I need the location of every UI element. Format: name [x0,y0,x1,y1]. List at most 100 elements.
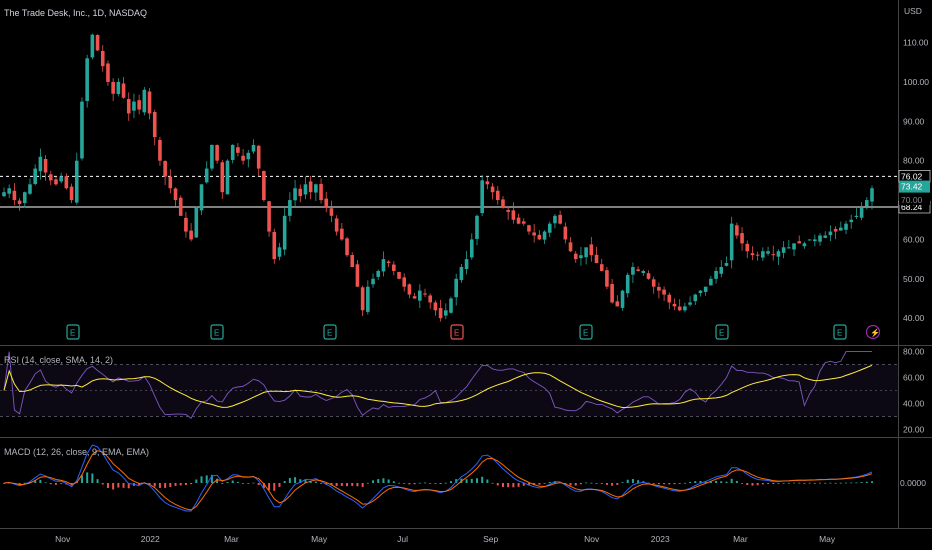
candle-body [360,287,365,311]
candle-body [698,290,703,294]
candle-body [407,284,412,295]
candle-body [54,179,58,185]
macd-histogram-bar [683,482,686,484]
macd-histogram-bar [782,482,785,484]
candle-body [106,63,110,82]
candle-body [74,160,79,203]
macd-histogram-bar [449,481,452,483]
candle-body [573,253,578,260]
macd-histogram-bar [767,483,770,484]
candle-body [402,277,407,287]
macd-histogram-bar [320,483,323,484]
rsi-indicator-label[interactable]: RSI (14, close, SMA, 14, 2) [4,355,114,365]
macd-histogram-bar [491,482,494,484]
price-tick-label-5: 60.00 [903,234,925,244]
candle-body [288,200,292,216]
macd-histogram-bar [803,482,806,484]
candle-body [521,221,526,224]
candle-body [729,223,734,261]
macd-histogram-bar [621,482,624,483]
macd-histogram-bar [424,482,427,484]
candle-body [126,99,131,114]
candle-body [802,243,807,247]
macd-histogram-bar [294,477,297,483]
candle-body [69,186,74,201]
candle-body [366,286,370,312]
candle-body [610,284,614,303]
macd-histogram-bar [28,481,31,483]
macd-histogram-bar [720,481,723,483]
macd-histogram-bar [631,479,634,483]
candle-body [750,253,755,256]
macd-histogram-bar [678,483,681,484]
candle-body [319,183,323,201]
macd-histogram-bar [434,483,437,484]
candle-body [475,215,479,239]
candle-body [818,235,822,242]
candle-body [90,34,95,58]
macd-histogram-bar [517,483,520,487]
candle-body [381,259,386,272]
macd-indicator-label[interactable]: MACD (12, 26, close, 9, EMA, EMA) [4,447,150,457]
candle-body [865,200,869,207]
earnings-marker-box-6 [833,324,847,340]
candle-body [158,139,162,161]
candle-body [412,296,417,299]
macd-histogram-bar [361,483,364,487]
macd-histogram-bar [174,483,177,486]
macd-histogram-bar [340,483,343,486]
macd-histogram-bar [403,483,406,484]
macd-histogram-bar [372,480,375,483]
earnings-marker-label-3: E [454,329,459,338]
x-tick-label-7: 2023 [651,534,670,544]
macd-histogram-bar [169,483,172,487]
rsi-sma-line [3,364,873,409]
macd-histogram-bar [179,483,182,486]
candle-body [651,279,656,287]
candle-body [334,218,339,232]
candle-body [314,184,318,193]
earnings-marker-box-0 [66,324,80,340]
candle-body [511,210,516,220]
candle-body [418,290,422,301]
candle-body [59,176,63,182]
candle-body [80,101,84,159]
rsi-band-fill [0,364,898,417]
macd-histogram-bar [772,483,775,485]
candle-body [303,184,308,195]
earnings-marker-label-4: E [583,329,588,338]
candle-body [859,207,864,218]
earnings-marker-label-2: E [327,329,332,338]
earnings-marker-label-7: ⚡ [870,328,880,338]
candle-body [433,302,438,311]
candle-body [745,243,750,252]
macd-histogram-bar [112,483,115,490]
macd-histogram-bar [153,483,156,487]
candle-body [703,286,708,292]
candle-body [833,228,838,232]
macd-histogram-bar [673,483,676,485]
candle-body [563,226,568,240]
macd-histogram-bar [351,483,354,486]
candle-body [262,171,266,201]
candle-body [501,199,505,208]
x-tick-label-8: Mar [733,534,748,544]
macd-histogram-bar [444,482,447,484]
macd-histogram-bar [356,483,359,487]
macd-histogram-bar [439,483,442,485]
candle-body [542,231,547,240]
macd-histogram-bar [164,483,167,488]
macd-histogram-bar [247,483,250,484]
candle-body [516,217,521,224]
candle-body [506,210,510,212]
candle-body [17,200,22,204]
macd-histogram-bar [486,479,489,483]
macd-histogram-bar [106,483,109,488]
symbol-title[interactable]: The Trade Desk, Inc., 1D, NASDAQ [4,8,148,18]
macd-histogram-bar [242,483,245,484]
candle-body [771,254,776,256]
macd-histogram-bar [715,480,718,483]
macd-histogram-bar [18,483,21,485]
